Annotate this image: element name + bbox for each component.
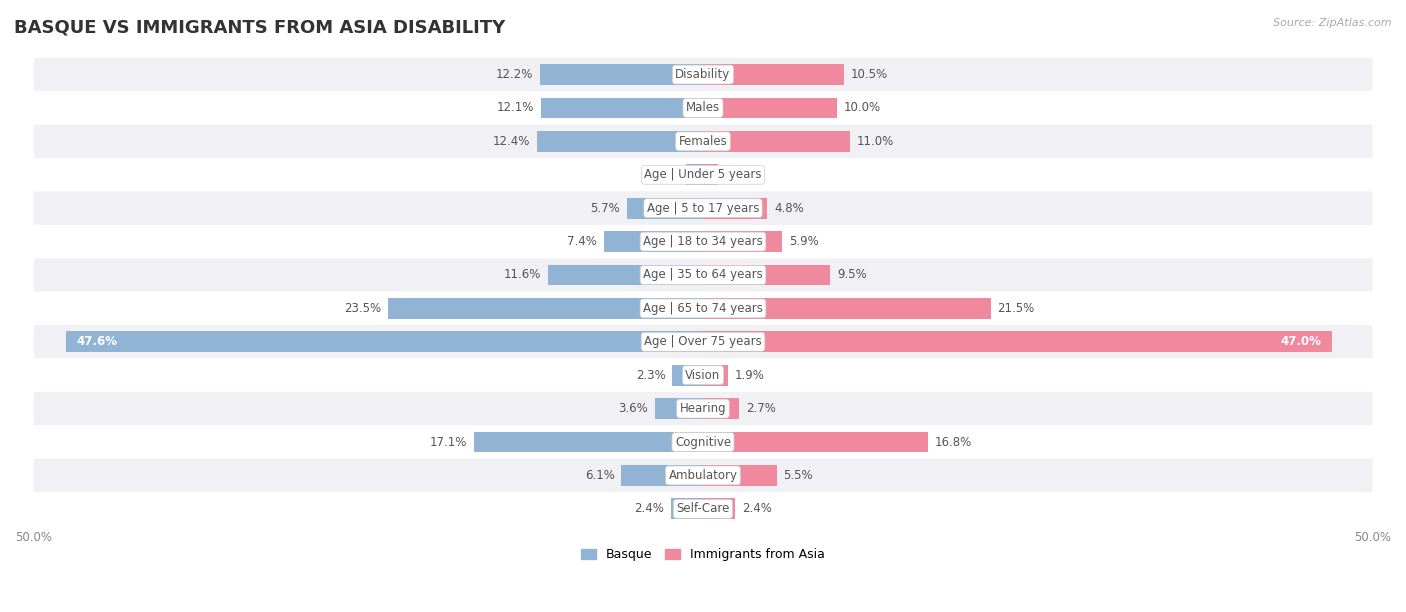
FancyBboxPatch shape (34, 425, 1372, 459)
Text: 12.1%: 12.1% (496, 102, 534, 114)
Text: 23.5%: 23.5% (344, 302, 381, 315)
Text: 11.0%: 11.0% (858, 135, 894, 148)
Text: 3.6%: 3.6% (619, 402, 648, 415)
Text: Vision: Vision (685, 368, 721, 382)
Text: Ambulatory: Ambulatory (668, 469, 738, 482)
FancyBboxPatch shape (34, 292, 1372, 325)
Text: 21.5%: 21.5% (998, 302, 1035, 315)
Bar (703, 332, 1333, 352)
FancyBboxPatch shape (34, 459, 1372, 492)
Text: Self-Care: Self-Care (676, 502, 730, 515)
FancyBboxPatch shape (34, 359, 1372, 392)
Legend: Basque, Immigrants from Asia: Basque, Immigrants from Asia (576, 543, 830, 566)
Text: Age | 35 to 64 years: Age | 35 to 64 years (643, 269, 763, 282)
Text: Age | 5 to 17 years: Age | 5 to 17 years (647, 202, 759, 215)
Text: 7.4%: 7.4% (568, 235, 598, 248)
Bar (686, 165, 703, 185)
Text: 1.3%: 1.3% (650, 168, 679, 181)
FancyBboxPatch shape (34, 58, 1372, 91)
Text: Hearing: Hearing (679, 402, 727, 415)
Bar (703, 365, 728, 386)
Text: Males: Males (686, 102, 720, 114)
Text: 2.7%: 2.7% (745, 402, 776, 415)
Text: 9.5%: 9.5% (837, 269, 866, 282)
Text: Females: Females (679, 135, 727, 148)
Text: 2.4%: 2.4% (634, 502, 664, 515)
Bar (537, 131, 703, 152)
Text: 2.4%: 2.4% (742, 502, 772, 515)
Text: 1.9%: 1.9% (735, 368, 765, 382)
Text: 47.0%: 47.0% (1281, 335, 1322, 348)
Bar (703, 198, 768, 218)
Text: 4.8%: 4.8% (773, 202, 804, 215)
Bar (703, 64, 844, 85)
FancyBboxPatch shape (34, 91, 1372, 125)
Bar (703, 431, 928, 452)
Bar (655, 398, 703, 419)
Text: Disability: Disability (675, 68, 731, 81)
Text: 12.2%: 12.2% (495, 68, 533, 81)
Bar (703, 298, 991, 319)
Bar (671, 498, 703, 519)
Bar (672, 365, 703, 386)
Text: 10.5%: 10.5% (851, 68, 887, 81)
Bar (703, 131, 851, 152)
Text: 6.1%: 6.1% (585, 469, 614, 482)
FancyBboxPatch shape (34, 325, 1372, 359)
Text: 5.7%: 5.7% (591, 202, 620, 215)
Text: 17.1%: 17.1% (430, 436, 467, 449)
FancyBboxPatch shape (34, 492, 1372, 526)
Bar (703, 264, 830, 285)
Text: 12.4%: 12.4% (494, 135, 530, 148)
Text: 10.0%: 10.0% (844, 102, 880, 114)
FancyBboxPatch shape (34, 125, 1372, 158)
Bar (703, 398, 740, 419)
Text: Cognitive: Cognitive (675, 436, 731, 449)
FancyBboxPatch shape (34, 392, 1372, 425)
Bar (474, 431, 703, 452)
Bar (621, 465, 703, 486)
Bar (703, 97, 837, 118)
Bar (605, 231, 703, 252)
Bar (703, 465, 776, 486)
Text: Source: ZipAtlas.com: Source: ZipAtlas.com (1274, 18, 1392, 28)
Bar (703, 165, 717, 185)
Text: Age | Under 5 years: Age | Under 5 years (644, 168, 762, 181)
Bar (703, 498, 735, 519)
FancyBboxPatch shape (34, 158, 1372, 192)
Bar (548, 264, 703, 285)
Bar (703, 231, 782, 252)
Text: 1.1%: 1.1% (724, 168, 754, 181)
Bar (627, 198, 703, 218)
Text: 16.8%: 16.8% (935, 436, 972, 449)
Bar (540, 64, 703, 85)
Bar (388, 298, 703, 319)
Text: Age | 18 to 34 years: Age | 18 to 34 years (643, 235, 763, 248)
Text: 11.6%: 11.6% (503, 269, 541, 282)
FancyBboxPatch shape (34, 192, 1372, 225)
Text: 5.5%: 5.5% (783, 469, 813, 482)
Text: 5.9%: 5.9% (789, 235, 818, 248)
FancyBboxPatch shape (34, 258, 1372, 292)
FancyBboxPatch shape (34, 225, 1372, 258)
Text: Age | Over 75 years: Age | Over 75 years (644, 335, 762, 348)
Text: 2.3%: 2.3% (636, 368, 665, 382)
Bar (66, 332, 703, 352)
Text: Age | 65 to 74 years: Age | 65 to 74 years (643, 302, 763, 315)
Bar (541, 97, 703, 118)
Text: BASQUE VS IMMIGRANTS FROM ASIA DISABILITY: BASQUE VS IMMIGRANTS FROM ASIA DISABILIT… (14, 18, 505, 36)
Text: 47.6%: 47.6% (76, 335, 117, 348)
